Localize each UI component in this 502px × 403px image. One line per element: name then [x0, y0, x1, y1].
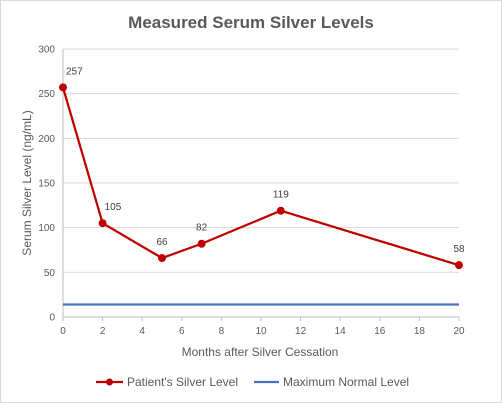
y-axis-title: Serum Silver Level (ng/mL): [20, 110, 34, 255]
data-point-5: [158, 254, 166, 263]
gridlines: [63, 48, 459, 273]
data-label-0: 257: [66, 66, 83, 77]
x-tick-20: 20: [453, 326, 465, 337]
x-tick-12: 12: [295, 326, 307, 337]
x-tick-14: 14: [335, 326, 347, 337]
data-labels: 257 105 66 82 119 58: [66, 66, 465, 255]
x-tick-6: 6: [179, 326, 185, 337]
x-tick-16: 16: [374, 326, 386, 337]
data-point-11: [276, 206, 285, 215]
y-tick-labels: 0 50 100 150 200 250 300: [38, 45, 55, 324]
x-tick-2: 2: [100, 326, 106, 337]
y-tick-150: 150: [38, 179, 55, 190]
legend-marker-patient-s-silver-level: [106, 378, 113, 386]
axes: [62, 49, 460, 321]
series-line-patient-s-silver-level: [61, 87, 460, 267]
x-tick-10: 10: [255, 326, 267, 337]
data-point-7: [197, 239, 206, 248]
data-label-11: 119: [273, 190, 289, 201]
data-point-2: [98, 219, 107, 228]
x-tick-4: 4: [139, 326, 145, 337]
series-group: [59, 83, 463, 306]
legend-label-maximum-normal-level: Maximum Normal Level: [283, 375, 409, 389]
x-tick-18: 18: [414, 326, 426, 337]
data-label-5: 66: [156, 237, 168, 248]
legend: Patient's Silver Level Maximum Normal Lev…: [96, 375, 409, 389]
chart-title: Measured Serum Silver Levels: [128, 13, 374, 32]
x-axis-title: Months after Silver Cessation: [182, 345, 339, 359]
y-tick-300: 300: [38, 45, 55, 56]
data-point-0: [59, 83, 67, 92]
y-tick-250: 250: [38, 89, 55, 100]
y-tick-200: 200: [38, 134, 55, 145]
y-tick-50: 50: [44, 268, 56, 279]
legend-label-patient-s-silver-level: Patient's Silver Level: [127, 375, 238, 389]
y-tick-100: 100: [38, 223, 55, 234]
data-label-7: 82: [196, 223, 208, 234]
x-tick-0: 0: [60, 326, 66, 337]
data-point-20: [455, 261, 463, 270]
x-tick-8: 8: [219, 326, 225, 337]
x-tick-labels: 0 2 4 6 8 10 12 14 16 18 20: [60, 326, 465, 337]
y-tick-0: 0: [49, 313, 55, 324]
data-label-20: 58: [453, 244, 465, 255]
data-label-2: 105: [105, 202, 122, 213]
